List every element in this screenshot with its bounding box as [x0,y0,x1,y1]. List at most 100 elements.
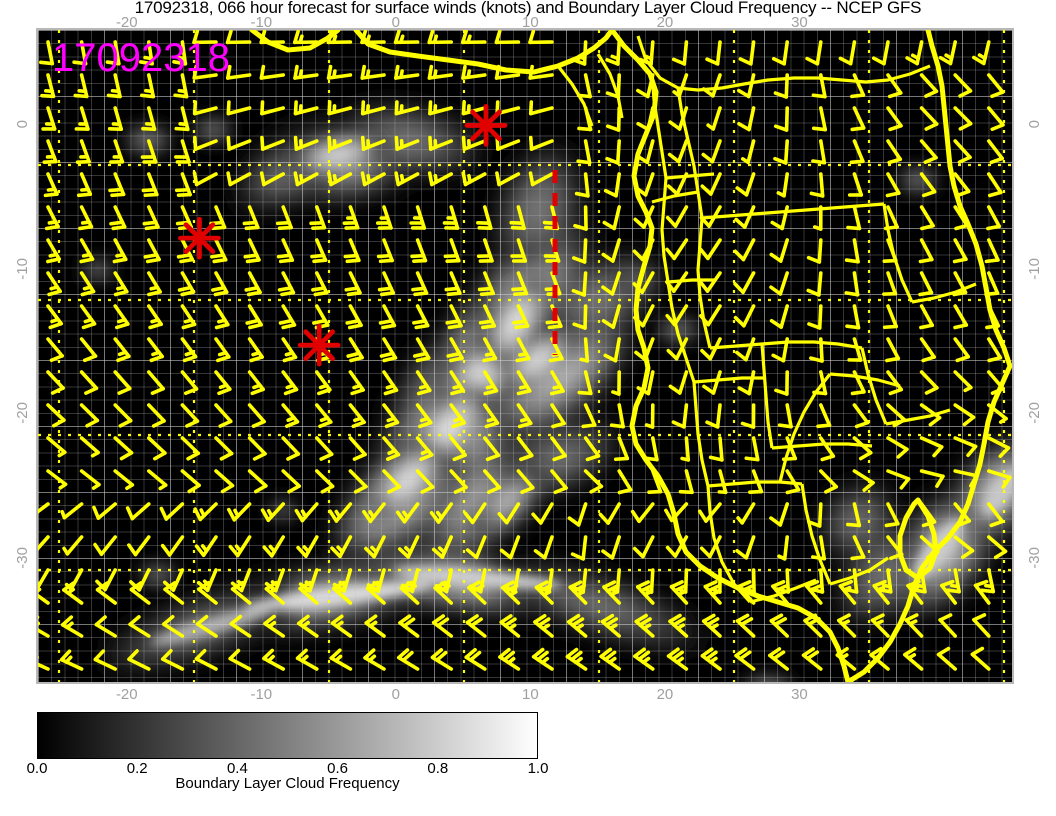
wind-barb [940,579,958,605]
wind-barb [197,581,218,605]
wind-barb [699,205,722,228]
wind-barb [635,580,655,605]
wind-barb [428,100,454,116]
wind-barb [382,436,401,461]
wind-barb [886,535,904,561]
wind-barb [583,469,604,494]
wind-barb [872,579,890,605]
wind-barb [259,30,285,45]
wind-barb [777,535,790,561]
wind-barb [705,403,722,429]
wind-barb [247,403,266,428]
wind-barb [214,403,233,428]
wind-barb [495,171,521,187]
wind-barb [142,205,160,231]
asterisk-marker-2[interactable] [297,323,341,367]
wind-barb [979,568,996,594]
wind-barb [700,172,722,196]
wind-barb [174,106,190,132]
y-tick-right--10: -10 [1026,257,1043,280]
wind-barb [310,238,328,264]
wind-barb [665,238,689,261]
wind-barb [885,337,901,363]
wind-barb [734,205,756,229]
wind-barb [177,271,196,297]
wind-barb [883,205,899,231]
x-tick-top--10: -10 [250,14,273,31]
wind-barb [919,535,940,560]
map-plot-area[interactable] [36,28,1014,684]
forecast-timestamp: 17092318 [52,36,230,80]
wind-barb [744,436,760,462]
asterisk-marker-0[interactable] [464,104,508,147]
wind-barb [281,370,299,396]
wind-barb [281,469,301,494]
wind-barb [671,403,689,429]
wind-barb [936,646,958,671]
wind-barb [528,171,554,187]
wind-barb [986,205,1002,231]
wind-barb [399,580,420,605]
x-tick-bottom-0: 0 [391,686,401,703]
wind-barb [668,370,689,395]
wind-barb [635,139,655,165]
wind-barb [482,436,501,462]
wind-barb [911,568,927,594]
wind-barb [348,403,366,429]
wind-barb [733,238,756,262]
wind-barb [809,172,825,198]
wind-barb [515,337,531,363]
wind-barb [478,304,497,330]
wind-barb [953,370,973,393]
wind-barb [528,64,554,80]
y-tick-left-0: 0 [14,119,31,129]
wind-barb [127,649,151,671]
wind-barb [46,271,62,297]
wind-barb [571,271,588,297]
wind-barb [986,139,1005,165]
wind-barb [803,613,823,638]
wind-barb [769,502,790,527]
wind-barb [737,106,756,132]
wind-barb [449,469,468,494]
wind-barb [194,648,218,671]
x-tick-bottom--10: -10 [250,686,273,703]
wind-barb [327,171,353,187]
wind-barb [293,135,319,151]
wind-barb [430,648,454,671]
wind-barb [611,370,622,396]
wind-barb [733,271,756,295]
wind-barb [309,205,327,230]
asterisk-marker-1[interactable] [178,216,221,260]
wind-barb [40,73,56,99]
wind-barb [427,64,454,80]
wind-barb [46,370,65,395]
wind-barb [605,139,622,165]
wind-barb [632,535,655,559]
wind-barb [701,613,722,638]
wind-barb [953,436,978,458]
wind-barb [986,172,1003,198]
wind-barb [180,370,199,396]
x-tick-top--20: -20 [115,14,138,31]
wind-barb [329,648,353,671]
wind-barb [60,502,84,520]
wind-barb [886,436,909,459]
wind-barb [807,304,823,330]
wind-barb [985,304,1001,330]
wind-barb [433,580,454,605]
wind-barb [277,271,296,297]
wind-barb [113,337,131,363]
wind-barb [465,535,487,560]
wind-barb [583,436,601,462]
wind-barb [346,337,364,363]
wind-barb [549,370,565,396]
wind-barb [668,613,689,638]
wind-barb [482,403,500,429]
wind-barb [415,370,432,396]
wind-barb [634,172,655,197]
wind-barb [247,337,264,363]
x-tick-top-0: 0 [391,14,401,31]
wind-barb [938,40,958,66]
wind-barb [327,100,353,116]
